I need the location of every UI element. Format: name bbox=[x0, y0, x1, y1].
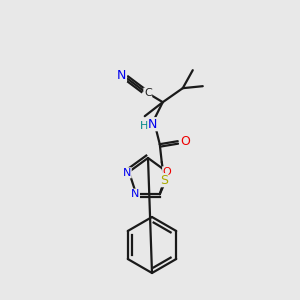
Text: O: O bbox=[180, 135, 190, 148]
Text: O: O bbox=[163, 167, 171, 177]
Text: N: N bbox=[131, 189, 140, 199]
Text: N: N bbox=[117, 69, 126, 82]
Text: H: H bbox=[140, 121, 148, 131]
Text: C: C bbox=[144, 88, 152, 98]
Text: S: S bbox=[160, 174, 168, 187]
Text: N: N bbox=[148, 118, 158, 131]
Text: N: N bbox=[123, 168, 131, 178]
